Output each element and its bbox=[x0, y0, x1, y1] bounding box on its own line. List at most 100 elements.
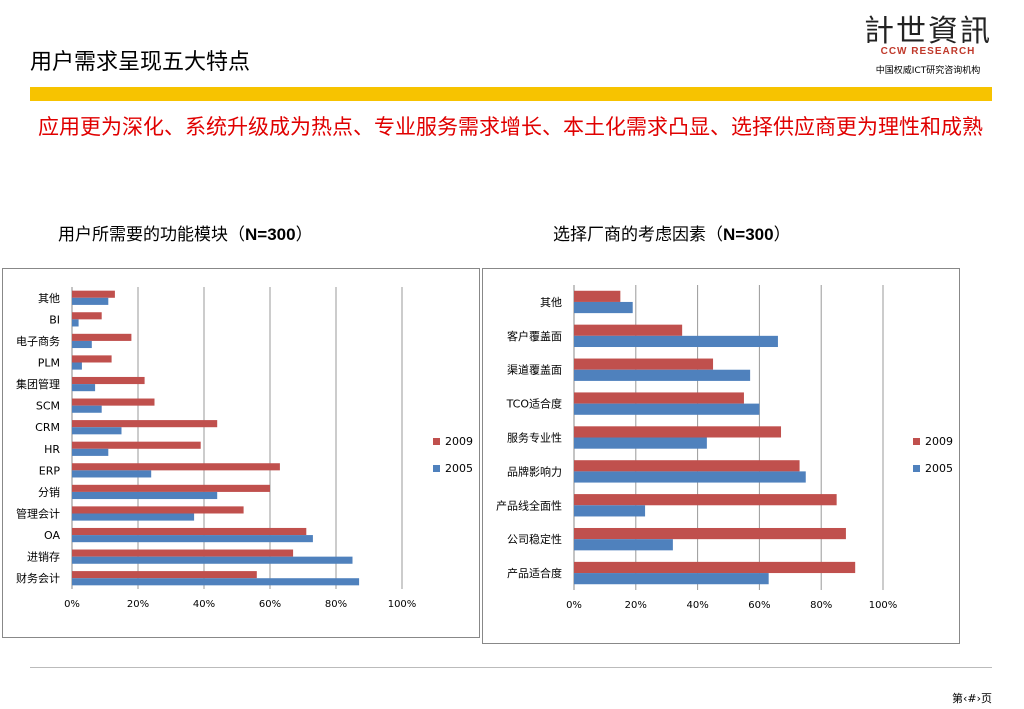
bar-2005 bbox=[72, 319, 79, 327]
gold-divider-bar bbox=[30, 87, 992, 101]
footer-divider bbox=[30, 667, 992, 668]
bar-2005 bbox=[574, 403, 760, 415]
category-label: HR bbox=[44, 443, 60, 456]
legend-label: 2005 bbox=[925, 462, 953, 475]
bar-2009 bbox=[72, 527, 307, 536]
category-label: 其他 bbox=[540, 296, 562, 309]
bar-2005 bbox=[72, 491, 218, 500]
legend-swatch bbox=[433, 438, 440, 445]
bar-2009 bbox=[574, 290, 621, 302]
logo-brand: CCW RESEARCH bbox=[880, 46, 976, 57]
bar-2009 bbox=[72, 420, 218, 428]
bar-2009 bbox=[574, 324, 683, 336]
bar-2005 bbox=[72, 470, 152, 478]
x-tick-label: 80% bbox=[810, 600, 832, 611]
category-label: 产品适合度 bbox=[507, 566, 562, 580]
bar-2009 bbox=[574, 460, 800, 472]
ccw-logo: 計世資訊 CCW RESEARCH 中国权威ICT研究咨询机构 bbox=[858, 14, 998, 84]
bar-2005 bbox=[72, 578, 360, 586]
category-label: TCO适合度 bbox=[506, 397, 562, 411]
x-tick-label: 0% bbox=[64, 599, 80, 610]
bar-2005 bbox=[72, 427, 122, 435]
category-label: 管理会计 bbox=[16, 507, 60, 521]
category-label: 渠道覆盖面 bbox=[507, 363, 562, 377]
bar-2005 bbox=[72, 297, 109, 305]
bar-2005 bbox=[72, 405, 102, 413]
legend-label: 2009 bbox=[445, 435, 473, 448]
bar-2009 bbox=[72, 376, 145, 385]
bar-2009 bbox=[72, 549, 294, 557]
bar-2009 bbox=[72, 398, 155, 406]
x-tick-label: 60% bbox=[259, 599, 281, 610]
category-label: 集团管理 bbox=[16, 377, 60, 391]
logo-glyphs: 計世資訊 bbox=[864, 14, 992, 49]
category-label: ERP bbox=[39, 464, 61, 477]
right-chart-title: 选择厂商的考虑因素（N=300） bbox=[553, 220, 791, 245]
bar-2005 bbox=[574, 573, 769, 585]
bar-2009 bbox=[72, 571, 257, 579]
category-label: CRM bbox=[35, 421, 60, 434]
left-chart-title-n: N=300 bbox=[245, 225, 296, 244]
category-label: BI bbox=[49, 313, 60, 326]
bar-2005 bbox=[72, 535, 313, 543]
right-chart-title-prefix: 选择厂商的考虑因素（ bbox=[553, 225, 723, 245]
category-label: OA bbox=[44, 529, 60, 542]
bar-2009 bbox=[574, 392, 744, 404]
left-chart-title-prefix: 用户所需要的功能模块（ bbox=[58, 225, 245, 245]
category-label: 品牌影响力 bbox=[507, 464, 562, 478]
bar-2005 bbox=[574, 505, 646, 517]
category-label: 客户覆盖面 bbox=[507, 329, 562, 343]
bar-2005 bbox=[574, 369, 751, 381]
bar-2005 bbox=[72, 362, 82, 370]
bar-2005 bbox=[72, 340, 92, 349]
bar-2009 bbox=[72, 441, 201, 449]
x-tick-label: 60% bbox=[748, 600, 770, 611]
x-tick-label: 100% bbox=[388, 599, 417, 610]
bar-2005 bbox=[574, 539, 673, 551]
bar-2005 bbox=[72, 448, 109, 456]
legend-label: 2009 bbox=[925, 435, 953, 448]
slide-title: 用户需求呈现五大特点 bbox=[30, 50, 251, 75]
bar-2009 bbox=[574, 426, 782, 438]
function-modules-chart: 0% 20% 40% 60% 80% 100% 其他 BI 电子商务 PLM 集团管理 SCM CRM H… bbox=[2, 268, 480, 638]
bar-2005 bbox=[72, 556, 353, 564]
category-label: 分销 bbox=[38, 485, 60, 499]
bar-2009 bbox=[574, 527, 846, 540]
x-tick-label: 100% bbox=[869, 600, 898, 611]
bar-2005 bbox=[574, 301, 633, 314]
x-tick-label: 20% bbox=[625, 600, 647, 611]
legend-label: 2005 bbox=[445, 462, 473, 475]
x-tick-label: 40% bbox=[686, 600, 708, 611]
category-label: 服务专业性 bbox=[507, 431, 562, 445]
bar-2009 bbox=[72, 333, 132, 341]
category-label: 进销存 bbox=[27, 550, 60, 564]
right-chart-title-n: N=300 bbox=[723, 225, 774, 244]
category-label: 财务会计 bbox=[16, 571, 60, 585]
x-tick-label: 20% bbox=[127, 599, 149, 610]
bar-2009 bbox=[72, 506, 244, 514]
bar-2009 bbox=[72, 312, 102, 320]
chart-frame bbox=[482, 268, 960, 644]
bar-2009 bbox=[72, 484, 270, 492]
bar-2005 bbox=[574, 437, 707, 449]
bar-2005 bbox=[574, 335, 778, 348]
bar-2005 bbox=[72, 384, 96, 392]
category-label: 电子商务 bbox=[16, 334, 60, 348]
bar-2009 bbox=[72, 355, 112, 363]
bar-2009 bbox=[574, 494, 837, 506]
right-chart-title-suffix: ） bbox=[773, 225, 791, 245]
slide-subtitle: 应用更为深化、系统升级成为热点、专业服务需求增长、本土化需求凸显、选择供应商更为… bbox=[38, 115, 983, 139]
category-label: SCM bbox=[36, 400, 60, 413]
bar-2009 bbox=[72, 290, 115, 298]
page-number: 第‹#›页 bbox=[952, 692, 993, 705]
category-label: 产品线全面性 bbox=[496, 498, 562, 512]
logo-tagline: 中国权威ICT研究咨询机构 bbox=[875, 66, 981, 76]
legend-swatch bbox=[433, 465, 440, 472]
x-tick-label: 80% bbox=[325, 599, 347, 610]
category-label: 公司稳定性 bbox=[507, 532, 562, 546]
bar-2009 bbox=[72, 463, 280, 471]
left-chart-title-suffix: ） bbox=[295, 225, 313, 245]
bar-2009 bbox=[574, 561, 856, 574]
x-tick-label: 0% bbox=[566, 600, 582, 611]
